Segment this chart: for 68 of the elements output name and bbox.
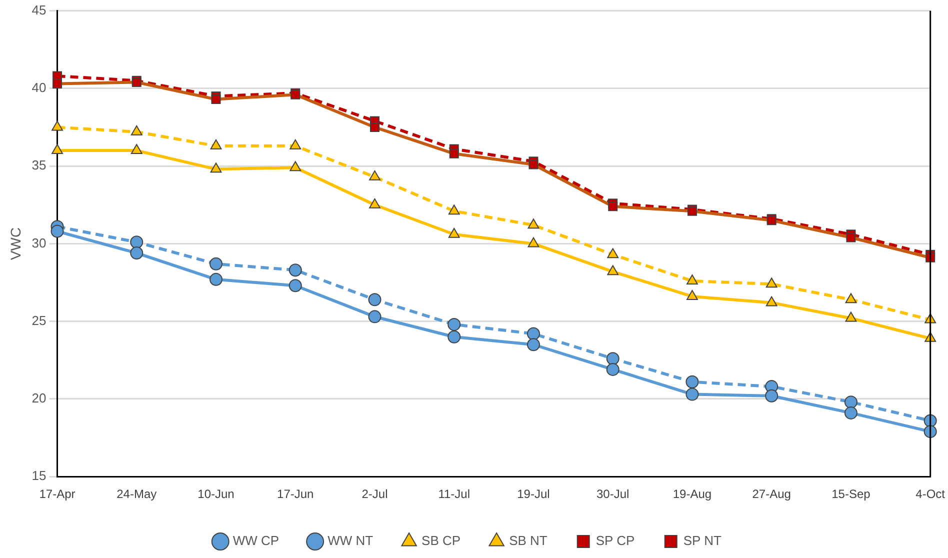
y-axis-title: VWC xyxy=(7,227,24,260)
x-tick-label: 24-May xyxy=(116,487,157,502)
x-tick-label: 4-Oct xyxy=(916,487,946,502)
x-tick-label: 11-Jul xyxy=(438,487,470,502)
point xyxy=(368,293,382,306)
point xyxy=(607,265,619,276)
point xyxy=(686,375,699,388)
point xyxy=(369,170,380,180)
legend-label: WW NT xyxy=(328,533,374,548)
point xyxy=(606,352,620,366)
point xyxy=(210,257,222,270)
point xyxy=(765,389,778,402)
point xyxy=(130,246,144,260)
point xyxy=(448,330,461,344)
point xyxy=(526,338,540,352)
x-tick-label: 2-Jul xyxy=(362,487,388,502)
x-tick-label: 10-Jun xyxy=(198,487,234,502)
point xyxy=(210,139,222,150)
point xyxy=(845,293,857,304)
point xyxy=(607,248,619,258)
legend-label: SB CP xyxy=(422,533,461,548)
point xyxy=(686,290,698,300)
x-tick-label: 19-Jul xyxy=(517,487,550,502)
point xyxy=(210,162,222,173)
x-tick-label: 17-Jun xyxy=(277,487,314,502)
point xyxy=(130,125,142,136)
point xyxy=(528,218,540,229)
legend-label: WW CP xyxy=(232,533,280,548)
point xyxy=(606,362,620,376)
legend-label: SB NT xyxy=(509,533,548,548)
y-tick-label: 15 xyxy=(32,468,46,484)
y-tick-label: 30 xyxy=(32,235,46,250)
point xyxy=(290,139,302,150)
x-tick-label: 27-Aug xyxy=(752,487,791,502)
point xyxy=(844,406,858,420)
point xyxy=(368,310,382,324)
point xyxy=(526,327,540,340)
point xyxy=(448,318,461,331)
point xyxy=(210,272,222,286)
point xyxy=(766,278,778,288)
x-tick-label: 19-Aug xyxy=(672,487,712,502)
x-tick-label: 15-Sep xyxy=(832,487,871,502)
point xyxy=(288,279,302,292)
point xyxy=(130,144,142,154)
y-tick-label: 40 xyxy=(32,80,46,96)
x-tick-label: 30-Jul xyxy=(596,487,630,502)
point xyxy=(686,274,698,284)
x-tick-label: 17-Apr xyxy=(39,487,76,502)
point xyxy=(50,224,64,238)
point xyxy=(448,204,460,215)
y-tick-label: 25 xyxy=(32,312,46,328)
point xyxy=(528,237,540,248)
y-tick-label: 45 xyxy=(32,2,46,18)
legend-label: SP NT xyxy=(683,533,722,548)
point xyxy=(845,312,857,322)
point xyxy=(686,388,699,401)
point xyxy=(448,228,460,238)
point xyxy=(844,396,858,409)
point xyxy=(52,144,63,154)
y-tick-label: 20 xyxy=(32,390,46,406)
y-tick-label: 35 xyxy=(32,158,46,173)
point xyxy=(766,296,778,306)
point xyxy=(52,120,63,131)
legend-label: SP CP xyxy=(596,533,635,548)
point xyxy=(288,264,302,277)
point xyxy=(130,236,144,249)
point xyxy=(369,198,380,208)
point xyxy=(290,161,302,172)
